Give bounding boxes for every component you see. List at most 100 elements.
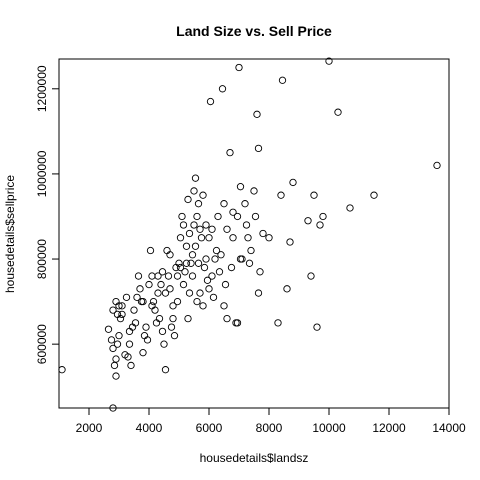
data-point (206, 97, 215, 106)
y-tick-label: 800000 (35, 239, 49, 279)
data-point (145, 280, 153, 289)
data-point (109, 306, 117, 314)
data-point (200, 263, 209, 272)
data-point (212, 246, 221, 255)
data-point (148, 272, 156, 280)
data-point (325, 57, 333, 65)
x-axis-label: housedetails$landsz (200, 451, 309, 465)
data-point (251, 212, 260, 221)
y-tick-label: 1200000 (35, 65, 49, 112)
data-point (334, 108, 342, 116)
data-point (109, 404, 117, 412)
data-point (134, 272, 143, 280)
data-point (256, 268, 264, 276)
data-point (202, 255, 210, 263)
data-point (161, 289, 170, 297)
data-point (169, 314, 177, 323)
data-point (155, 314, 164, 323)
data-point (238, 255, 246, 263)
data-point (166, 251, 174, 259)
data-point (346, 204, 354, 212)
data-point (236, 255, 245, 263)
y-tick-label: 1000000 (35, 150, 49, 197)
data-point (278, 76, 287, 84)
data-point (136, 285, 144, 293)
data-point (164, 272, 173, 280)
data-point (208, 225, 216, 233)
data-point (223, 225, 231, 233)
y-axis-label: housedetails$sellprice (3, 175, 17, 293)
data-point (218, 85, 227, 93)
x-axis: 2000 4000 6000 8000 10000 12000 14000 (76, 407, 466, 435)
data-point (283, 285, 291, 293)
data-point (184, 195, 192, 204)
data-point (184, 314, 192, 323)
data-point (176, 263, 185, 272)
data-point (265, 234, 273, 242)
data-point (182, 242, 191, 250)
data-point (208, 272, 216, 280)
data-point (233, 319, 242, 327)
data-point (185, 229, 194, 238)
data-point (191, 242, 200, 250)
data-point (188, 251, 197, 259)
data-point (187, 259, 195, 267)
x-tick-label: 14000 (432, 421, 466, 435)
data-point (139, 349, 147, 357)
data-point (289, 178, 297, 187)
data-point (253, 110, 261, 118)
data-point (182, 259, 191, 267)
data-point (194, 200, 203, 208)
data-point (124, 353, 132, 361)
data-point (170, 331, 179, 340)
data-point (215, 268, 224, 276)
data-point (154, 272, 162, 280)
data-point (160, 340, 168, 348)
data-point (148, 302, 156, 310)
x-tick-label: 6000 (196, 421, 223, 435)
data-point (107, 336, 116, 344)
data-point (245, 259, 254, 267)
data-point (127, 361, 135, 370)
data-point (181, 268, 189, 276)
data-point (118, 302, 126, 310)
data-point (217, 251, 225, 259)
data-point (137, 297, 146, 306)
data-point (226, 148, 234, 157)
data-point (433, 161, 441, 170)
data-point (58, 366, 66, 374)
chart-title: Land Size vs. Sell Price (176, 23, 332, 39)
data-point (194, 259, 203, 267)
data-point (176, 234, 185, 242)
data-point (166, 285, 174, 293)
data-point (113, 310, 122, 319)
data-point (175, 259, 183, 267)
x-tick-label: 4000 (136, 421, 163, 435)
data-point (250, 187, 258, 195)
y-tick-label: 600000 (35, 324, 49, 364)
data-point (158, 268, 167, 276)
data-point (209, 293, 218, 301)
data-point (274, 319, 282, 327)
data-point (254, 289, 263, 297)
data-point (286, 238, 294, 246)
data-point (211, 255, 219, 263)
data-point (232, 319, 240, 327)
data-point (104, 325, 113, 333)
data-point (122, 293, 131, 301)
data-point (191, 174, 200, 182)
data-point (125, 327, 134, 336)
data-point (158, 327, 167, 336)
data-point (196, 225, 204, 233)
data-point (277, 191, 285, 199)
data-point (139, 297, 147, 306)
data-point (233, 212, 242, 221)
data-point (112, 355, 120, 363)
data-point (304, 217, 312, 225)
x-tick-label: 12000 (372, 421, 406, 435)
data-point (142, 323, 150, 331)
data-point (235, 63, 243, 72)
data-point (313, 323, 321, 331)
data-point (133, 293, 141, 301)
